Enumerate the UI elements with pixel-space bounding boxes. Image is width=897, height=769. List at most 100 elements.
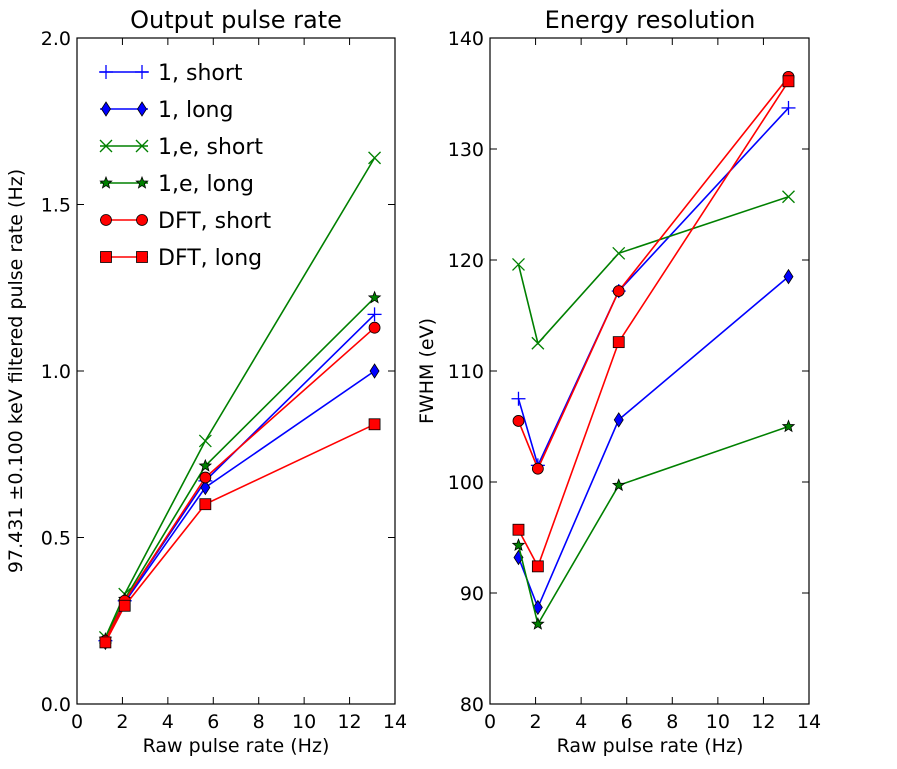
y-tick-label: 140	[448, 28, 484, 50]
x-tick-label: 12	[337, 711, 361, 733]
y-tick-label: 1.0	[41, 361, 71, 383]
legend-label: 1,e, long	[158, 172, 254, 197]
data-point	[368, 151, 382, 165]
data-point	[512, 415, 525, 427]
data-point	[367, 290, 382, 304]
y-tick-label: 0.0	[41, 694, 71, 716]
data-point	[512, 257, 525, 271]
series-1-e-long	[511, 419, 796, 630]
data-point	[782, 75, 795, 88]
x-axis-label: Raw pulse rate (Hz)	[143, 735, 330, 757]
x-tick-label: 2	[116, 711, 128, 733]
data-point	[200, 479, 211, 496]
legend-marker	[101, 101, 111, 117]
legend-label: 1, long	[158, 98, 233, 123]
series-1-short	[511, 100, 796, 473]
data-point	[783, 268, 794, 285]
series-1-e-short	[512, 190, 795, 350]
series-dft-long	[512, 75, 795, 573]
x-tick-label: 4	[162, 711, 174, 733]
y-tick-label: 90	[460, 583, 484, 605]
legend-marker	[135, 65, 149, 79]
series-line	[104, 423, 375, 643]
x-tick-label: 12	[751, 711, 775, 733]
x-tick-label: 6	[621, 711, 633, 733]
data-point	[782, 190, 795, 204]
x-tick-label: 0	[484, 711, 496, 733]
data-point	[531, 560, 544, 573]
x-tick-label: 2	[530, 711, 542, 733]
data-point	[511, 391, 526, 406]
series-line	[517, 80, 790, 569]
data-point	[512, 523, 525, 536]
chart-energy-resolution: Energy resolution 0 2 4 6 8 10 12 14 80 90 100 110 1…	[416, 6, 821, 757]
x-tick-label: 14	[797, 711, 821, 733]
data-point	[781, 419, 796, 433]
series-1-long	[100, 363, 380, 651]
data-point	[99, 636, 112, 649]
series-line	[104, 327, 376, 642]
legend-marker	[137, 101, 147, 117]
x-tick-label: 10	[292, 711, 316, 733]
series-line	[517, 76, 790, 471]
x-axis-label: Raw pulse rate (Hz)	[557, 735, 744, 757]
data-point	[612, 336, 625, 349]
y-tick-label: 110	[448, 361, 484, 383]
series-line	[104, 297, 376, 640]
data-point	[611, 478, 626, 492]
y-tick-label: 120	[448, 250, 484, 272]
legend: 1, short 1, long 1,e, short 1,e, long DFT, s…	[99, 61, 272, 271]
legend-marker	[99, 65, 113, 79]
series-line	[517, 275, 790, 610]
x-tick-label: 0	[71, 711, 83, 733]
series-dft-short	[512, 70, 795, 475]
legend-entry-1-e-long: 1,e, long	[99, 172, 254, 197]
y-tick-label: 0.5	[41, 528, 71, 550]
chart-title: Energy resolution	[545, 6, 756, 34]
y-tick-label: 2.0	[41, 28, 71, 50]
legend-marker	[100, 214, 112, 226]
series-line	[517, 195, 789, 345]
series-line	[517, 425, 789, 627]
data-point	[368, 321, 381, 334]
legend-marker	[99, 175, 113, 189]
x-tick-label: 8	[666, 711, 678, 733]
data-point	[198, 458, 213, 472]
chart-title: Output pulse rate	[130, 6, 342, 34]
plot-frame	[489, 37, 810, 705]
data-point	[531, 617, 545, 630]
legend-label: DFT, long	[158, 246, 262, 271]
data-point	[612, 246, 626, 260]
plot-frame	[76, 37, 396, 705]
data-point	[369, 363, 380, 379]
series-dft-short	[99, 321, 381, 647]
series-line	[104, 370, 376, 643]
series-line	[104, 157, 376, 638]
y-tick-label: 100	[448, 472, 484, 494]
data-point	[367, 307, 382, 322]
x-tick-label: 8	[253, 711, 265, 733]
data-point	[118, 599, 131, 612]
y-tick-label: 80	[460, 694, 484, 716]
data-point	[199, 471, 212, 484]
plot-area: 0 2 4 6 8 10 12 14 0.0 0.5 1.0 1.5 2.0	[41, 28, 407, 733]
series-dft-long	[99, 418, 381, 649]
x-tick-label: 4	[575, 711, 587, 733]
series-line	[517, 107, 790, 468]
legend-marker	[99, 139, 113, 153]
data-point	[531, 462, 544, 475]
data-point	[613, 412, 624, 428]
legend-marker	[136, 251, 148, 263]
plot-area: 0 2 4 6 8 10 12 14 80 90 100 110 120 130 140	[448, 28, 821, 733]
legend-entry-1-short: 1, short	[99, 61, 243, 86]
data-point	[531, 336, 545, 350]
x-tick-label: 14	[383, 711, 407, 733]
data-point	[199, 498, 212, 511]
data-point	[612, 285, 625, 297]
legend-label: 1, short	[158, 61, 243, 86]
legend-marker	[100, 251, 112, 263]
legend-marker	[136, 214, 148, 226]
series-1-e-long	[98, 290, 382, 645]
data-point	[532, 599, 543, 616]
